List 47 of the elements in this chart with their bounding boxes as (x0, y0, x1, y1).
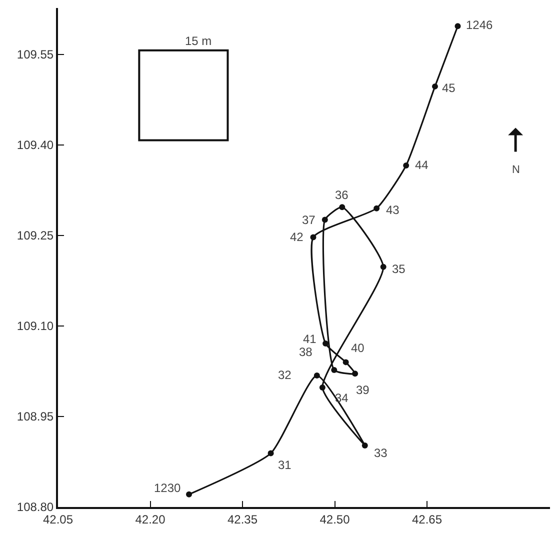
point (342, 359, 349, 366)
point (454, 23, 461, 30)
annotation: 42 (290, 230, 304, 244)
x-tick-label: 42.65 (412, 512, 442, 526)
y-tick-label: 109.10 (16, 319, 54, 334)
annotation: 32 (278, 368, 292, 382)
annotation: 39 (356, 383, 370, 397)
point (322, 340, 329, 346)
annotation: 45 (442, 81, 456, 95)
annotation: 1230 (154, 481, 182, 495)
annotation: 44 (415, 158, 429, 172)
point (352, 370, 358, 377)
annotation: 35 (392, 262, 406, 276)
point (331, 367, 338, 374)
annotation: N (512, 164, 520, 176)
point (268, 450, 274, 456)
point (403, 162, 410, 168)
y-tick-label: 109.40 (16, 138, 54, 152)
y-tick-label: 108.80 (16, 500, 54, 514)
point (186, 491, 192, 498)
point (339, 204, 346, 210)
annotation: 36 (335, 188, 349, 202)
point (310, 234, 316, 240)
annotation: 43 (386, 203, 400, 217)
annotation: 40 (351, 341, 365, 355)
annotation: 41 (303, 332, 317, 346)
x-tick-label: 42.35 (227, 512, 258, 526)
annotation: 15 m (185, 34, 212, 48)
x-tick-label: 42.05 (42, 512, 74, 526)
y-tick-label: 109.25 (16, 228, 54, 243)
annotation: 33 (374, 446, 388, 460)
point (319, 384, 326, 391)
annotation: 1246 (466, 18, 494, 32)
annotation: 37 (302, 213, 316, 227)
point (314, 372, 320, 378)
point (374, 205, 380, 212)
point (322, 216, 328, 223)
point (380, 264, 386, 270)
annotation: 34 (335, 391, 349, 405)
annotation: 38 (299, 345, 313, 359)
x-tick-label: 42.50 (320, 512, 350, 526)
y-tick-label: 108.95 (16, 410, 54, 424)
point (432, 83, 438, 90)
y-tick-label: 109.55 (16, 48, 54, 62)
x-tick-label: 42.20 (135, 512, 166, 526)
annotation: 31 (278, 458, 292, 472)
point (362, 442, 368, 448)
